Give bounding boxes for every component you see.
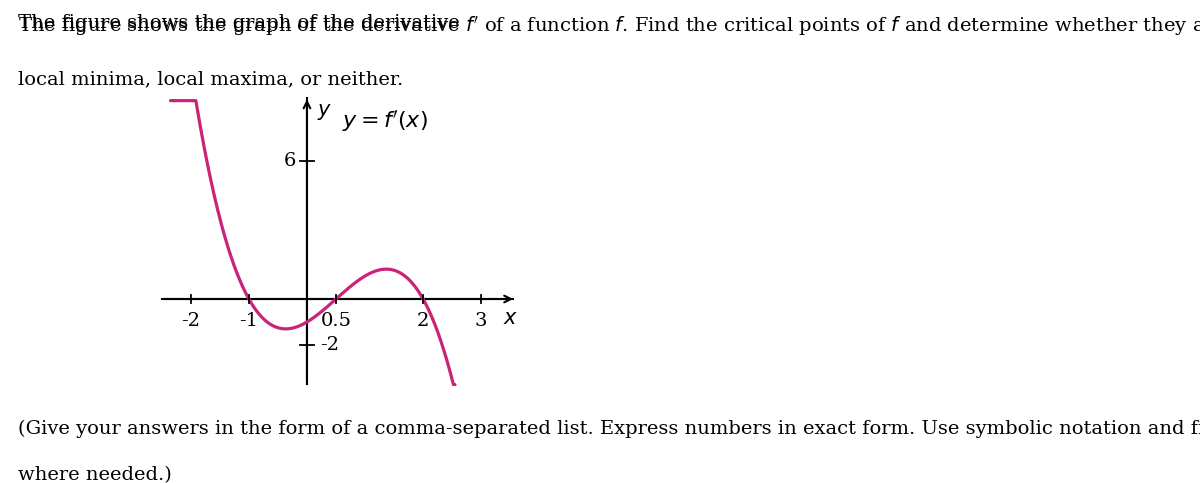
Text: local minima, local maxima, or neither.: local minima, local maxima, or neither.: [18, 70, 403, 88]
Text: -2: -2: [319, 336, 338, 354]
Text: 0.5: 0.5: [320, 312, 352, 330]
Text: $y = f'(x)$: $y = f'(x)$: [342, 108, 427, 134]
Text: (Give your answers in the form of a comma-separated list. Express numbers in exa: (Give your answers in the form of a comm…: [18, 420, 1200, 439]
Text: where needed.): where needed.): [18, 466, 172, 483]
Text: -1: -1: [240, 312, 258, 330]
Text: $y$: $y$: [318, 102, 332, 122]
Text: The figure shows the graph of the derivative: The figure shows the graph of the deriva…: [18, 14, 466, 32]
Text: 2: 2: [416, 312, 430, 330]
Text: The figure shows the graph of the derivative $f'$ of a function $f$. Find the cr: The figure shows the graph of the deriva…: [18, 14, 1200, 39]
Text: 6: 6: [284, 152, 296, 170]
Text: -2: -2: [181, 312, 200, 330]
Text: 3: 3: [475, 312, 487, 330]
Text: $x$: $x$: [503, 309, 517, 328]
